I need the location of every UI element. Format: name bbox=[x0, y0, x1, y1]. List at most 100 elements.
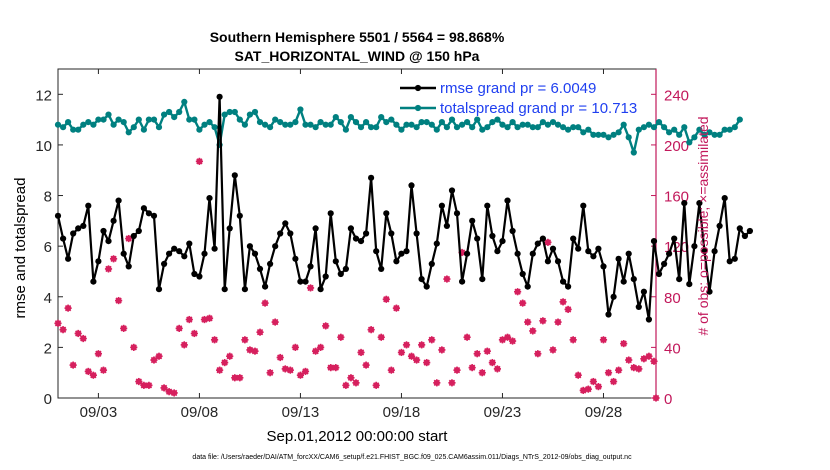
totalspread-point bbox=[115, 116, 122, 123]
rmse-point bbox=[191, 270, 198, 278]
rmse-point bbox=[332, 258, 339, 265]
totalspread-point bbox=[484, 124, 491, 131]
obs-marker bbox=[74, 329, 82, 338]
rmse-point bbox=[181, 253, 188, 260]
rmse-point bbox=[650, 238, 658, 245]
totalspread-point bbox=[514, 124, 521, 131]
rmse-point bbox=[140, 205, 147, 212]
obs-marker bbox=[438, 346, 446, 354]
obs-marker bbox=[140, 381, 148, 389]
totalspread-point bbox=[70, 126, 77, 133]
totalspread-point bbox=[459, 121, 466, 128]
totalspread-point bbox=[145, 116, 152, 123]
totalspread-point bbox=[206, 119, 213, 126]
obs-marker bbox=[130, 343, 138, 351]
rmse-point bbox=[620, 278, 627, 285]
obs-marker bbox=[433, 379, 441, 387]
rmse-point bbox=[312, 225, 319, 232]
rmse-point bbox=[655, 270, 663, 278]
obs-marker bbox=[64, 304, 72, 312]
totalspread-point bbox=[256, 119, 264, 126]
totalspread-point bbox=[554, 121, 562, 128]
totalspread-point bbox=[534, 124, 541, 131]
totalspread-point bbox=[706, 129, 713, 136]
rmse-point bbox=[130, 232, 137, 240]
obs-marker bbox=[397, 348, 406, 357]
rmse-point bbox=[196, 273, 203, 280]
obs-marker bbox=[347, 374, 355, 382]
rmse-point bbox=[666, 250, 673, 257]
totalspread-point bbox=[509, 119, 516, 126]
totalspread-point bbox=[630, 149, 637, 156]
rmse-point bbox=[368, 174, 375, 181]
rmse-point bbox=[686, 281, 693, 288]
obs-marker bbox=[453, 366, 461, 374]
totalspread-point bbox=[726, 126, 733, 133]
totalspread-point bbox=[347, 114, 354, 121]
obs-marker bbox=[69, 361, 77, 369]
plot-area: 09/03 09/08 09/13 09/18 09/23 09/28 0 2 4 6 8 10 12 0… bbox=[35, 68, 754, 421]
rmse-point bbox=[75, 225, 82, 232]
rmse-point bbox=[60, 235, 67, 242]
totalspread-point bbox=[201, 121, 208, 128]
legend: rmse grand pr = 6.0049 totalspread grand … bbox=[400, 80, 637, 117]
totalspread-point bbox=[701, 131, 708, 138]
rmse-point bbox=[216, 93, 223, 100]
obs-marker bbox=[574, 371, 582, 379]
obs-marker bbox=[190, 329, 198, 338]
obs-marker bbox=[615, 366, 623, 374]
obs-marker bbox=[625, 356, 633, 364]
obs-marker bbox=[468, 364, 476, 372]
rmse-point bbox=[645, 316, 653, 323]
obs-marker bbox=[412, 356, 421, 364]
totalspread-series bbox=[54, 98, 743, 156]
rmse-point bbox=[166, 250, 173, 257]
obs-marker bbox=[337, 333, 345, 341]
totalspread-point bbox=[176, 108, 183, 116]
rmse-point bbox=[115, 197, 122, 204]
obs-marker bbox=[392, 304, 400, 312]
obs-marker bbox=[488, 358, 496, 367]
rmse-point bbox=[85, 202, 92, 209]
rmse-point bbox=[635, 303, 642, 310]
obs-marker bbox=[367, 326, 375, 334]
rmse-point bbox=[100, 227, 107, 235]
obs-marker bbox=[115, 296, 123, 305]
rmse-point bbox=[342, 265, 349, 272]
totalspread-point bbox=[469, 124, 476, 131]
rmse-point bbox=[413, 230, 420, 237]
y-left-tick-label: 0 bbox=[44, 391, 52, 408]
rmse-point bbox=[610, 293, 617, 300]
rmse-point bbox=[514, 250, 521, 257]
x-tick-label: 09/08 bbox=[181, 404, 219, 421]
rmse-point bbox=[327, 210, 334, 217]
obs-marker bbox=[519, 299, 527, 307]
rmse-point bbox=[262, 283, 269, 290]
obs-marker bbox=[599, 336, 608, 344]
totalspread-point bbox=[539, 119, 547, 126]
totalspread-point bbox=[696, 126, 703, 133]
totalspread-point bbox=[368, 124, 375, 131]
totalspread-point bbox=[423, 119, 430, 126]
rmse-point bbox=[509, 227, 516, 235]
rmse-point bbox=[393, 258, 400, 265]
rmse-point bbox=[615, 255, 622, 262]
totalspread-point bbox=[590, 131, 597, 138]
obs-marker bbox=[569, 336, 577, 344]
totalspread-point bbox=[443, 124, 450, 131]
totalspread-point bbox=[272, 116, 279, 123]
obs-marker bbox=[150, 356, 158, 364]
rmse-point bbox=[499, 238, 506, 245]
obs-marker bbox=[205, 314, 214, 322]
rmse-point bbox=[272, 243, 279, 250]
obs-marker bbox=[125, 234, 133, 243]
obs-marker bbox=[291, 343, 299, 351]
rmse-point bbox=[676, 276, 683, 283]
totalspread-point bbox=[494, 116, 501, 123]
totalspread-point bbox=[231, 108, 238, 116]
totalspread-point bbox=[241, 121, 248, 128]
totalspread-point bbox=[438, 119, 445, 126]
totalspread-point bbox=[544, 121, 552, 128]
obs-marker bbox=[554, 318, 562, 326]
